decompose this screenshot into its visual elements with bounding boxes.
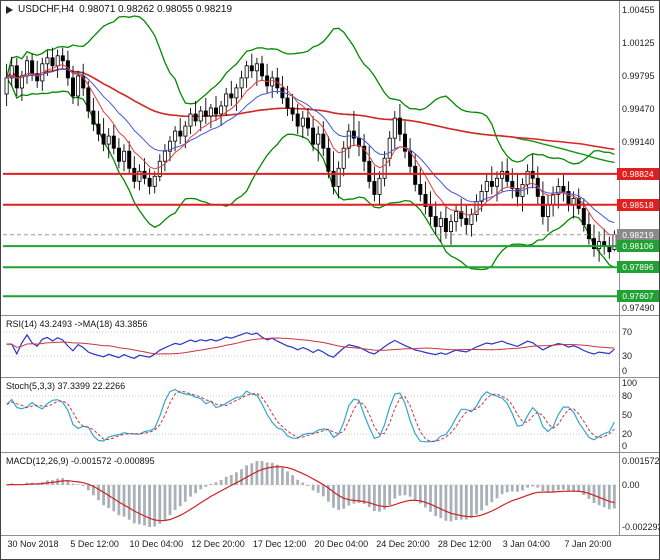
x-axis-label: 5 Dec 12:00: [70, 539, 119, 549]
chart-ohlc-values: 0.98071 0.98262 0.98055 0.98219: [79, 4, 233, 15]
price-axis-tick: 0.99470: [622, 104, 655, 114]
macd-axis-tick: 0.00: [622, 479, 640, 490]
symbol-marker-icon: [6, 5, 13, 14]
chart-title: USDCHF,H4 0.98071 0.98262 0.98055 0.9821…: [6, 4, 232, 15]
price-level-badge-resistance: 0.98518: [617, 198, 659, 211]
price-level-badge-support: 0.97896: [617, 261, 659, 274]
x-axis-label: 3 Jan 04:00: [502, 539, 550, 549]
x-axis-label: 10 Dec 04:00: [129, 539, 184, 549]
price-axis-tick: 1.00125: [622, 38, 655, 49]
stoch-axis-tick: 80: [622, 390, 633, 401]
rsi-axis-tick: 0: [622, 366, 628, 376]
rsi-axis-tick: 30: [622, 351, 633, 362]
macd-axis-tick: -0.0022933: [622, 522, 660, 532]
x-axis-label: 20 Dec 04:00: [314, 539, 369, 549]
price-axis-tick: 0.97490: [622, 302, 655, 313]
price-level-badge-support: 0.97607: [617, 290, 659, 303]
price-level-badge-resistance: 0.98824: [617, 167, 659, 180]
rsi-axis-tick: 70: [622, 327, 633, 338]
macd-axis-tick: 0.0015727: [622, 456, 660, 466]
rsi-indicator-label: RSI(14) 43.2493 ->MA(18) 43.3856: [6, 319, 148, 329]
stoch-axis-tick: 20: [622, 429, 633, 440]
price-level-badge-support: 0.98106: [617, 240, 659, 253]
chart-symbol-period: USDCHF,H4: [18, 4, 75, 15]
x-axis-label: 28 Dec 12:00: [437, 539, 492, 549]
x-axis-label: 30 Nov 2018: [7, 539, 59, 549]
stoch-indicator-label: Stoch(5,3,3) 37.3399 22.2266: [6, 381, 126, 391]
stoch-axis-tick: 100: [622, 378, 638, 389]
stoch-axis-tick: 0: [622, 441, 628, 451]
x-axis-label: 12 Dec 20:00: [191, 539, 245, 549]
macd-indicator-label: MACD(12,26,9) -0.001572 -0.000895: [6, 456, 155, 466]
x-axis-label: 7 Jan 20:00: [564, 539, 612, 549]
stoch-axis-tick: 50: [622, 410, 633, 420]
price-axis-tick: 0.99795: [622, 71, 655, 82]
price-axis-tick: 0.99140: [622, 137, 655, 148]
x-axis-label: 17 Dec 12:00: [252, 539, 307, 549]
x-axis-label: 24 Dec 20:00: [376, 539, 430, 549]
price-axis-tick: 1.00455: [622, 5, 655, 16]
price-level-badge-current: 0.98219: [617, 228, 659, 241]
